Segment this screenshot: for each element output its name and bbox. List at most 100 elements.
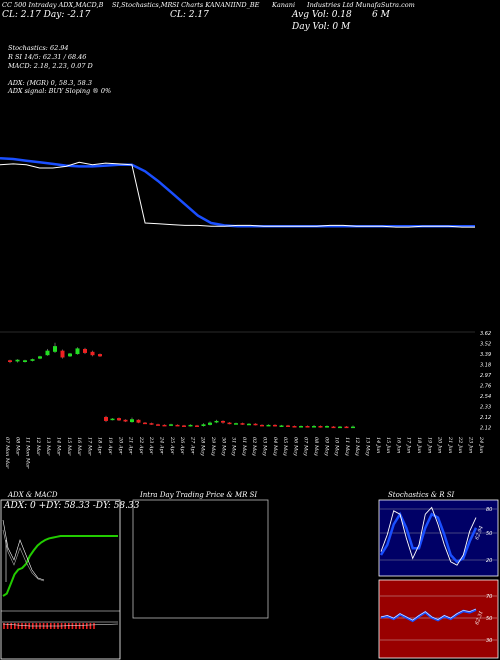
- x-axis-label: 21 Jun: [447, 436, 453, 453]
- stoch-level-label: 20: [486, 558, 492, 564]
- rsi-level-label: 30: [486, 638, 492, 644]
- x-axis-label: 11 Mon Mar: [25, 437, 31, 469]
- top-candle: [90, 351, 95, 356]
- top-candle: [60, 350, 65, 358]
- x-axis-label: 15 Mar: [66, 437, 72, 456]
- moving-average-line: [0, 156, 475, 228]
- top-candle: [30, 359, 35, 361]
- x-axis-label: 10 May: [334, 437, 340, 456]
- x-axis-label: 25 Apr: [169, 436, 175, 455]
- y-tick-label: 2.54: [480, 394, 491, 400]
- stoch-panel-title: Stochastics & R SI: [388, 491, 455, 499]
- bottom-candle: [188, 424, 193, 427]
- top-candle: [8, 360, 12, 362]
- bottom-candle: [110, 418, 115, 421]
- macd-value: MACD: 2.18, 2.23, 0.07 D: [8, 62, 93, 70]
- x-axis-label: 27 Apr: [189, 436, 195, 455]
- bottom-candle: [273, 424, 277, 427]
- price-line: [0, 161, 475, 228]
- rsi-value: R SI 14/5: 62.31 / 68.46: [8, 53, 87, 61]
- bottom-candle: [201, 424, 206, 427]
- x-axis-label: 14 Mar: [56, 437, 62, 456]
- x-axis-label: 29 May: [210, 436, 216, 456]
- stoch-k-line: [380, 506, 477, 566]
- x-axis-label: 08 Mar: [14, 437, 20, 456]
- header-cl: CL: 2.17 Day: -2.17: [2, 10, 91, 20]
- x-axis-label: 07 May: [303, 437, 309, 456]
- x-axis-label: 05 May: [282, 437, 288, 456]
- bottom-candle: [227, 422, 232, 425]
- header-line-1: CC 500 Intraday ADX,MACD,B SI,Stochastic…: [2, 1, 415, 9]
- bottom-candle: [325, 426, 329, 428]
- x-axis-label: 17 Mar: [86, 437, 92, 456]
- x-axis-label: 16 Mar: [76, 437, 82, 456]
- x-axis-label: 21 Apr: [128, 436, 134, 455]
- x-axis-label: 01 May: [241, 437, 247, 456]
- x-axis-label: 04 May: [272, 437, 278, 456]
- bottom-candle: [136, 419, 141, 423]
- minus-di-line: [2, 529, 45, 582]
- bottom-candle: [130, 419, 134, 423]
- top-candle: [53, 346, 57, 352]
- x-axis-label: 03 May: [262, 437, 268, 456]
- bottom-candle: [182, 425, 186, 427]
- bottom-candle: [299, 426, 303, 428]
- header-avg-vol: Avg Vol: 0.18: [292, 10, 352, 20]
- top-candle: [45, 350, 50, 356]
- bottom-candle: [143, 422, 147, 425]
- bottom-candle: [156, 424, 160, 426]
- bottom-candle: [247, 423, 251, 426]
- stoch-value-label: 62.94: [474, 525, 485, 541]
- bottom-candle: [279, 425, 284, 427]
- y-tick-label: 3.39: [480, 352, 491, 358]
- stoch-level-label: 80: [486, 507, 492, 513]
- y-tick-label: 2.97: [480, 373, 492, 379]
- bottom-candle: [208, 422, 212, 425]
- x-axis-label: 23 Jun: [468, 436, 474, 453]
- header-day-vol: Day Vol: 0 M: [292, 22, 351, 32]
- x-axis-label: 18 Jun: [416, 437, 422, 453]
- bottom-candle: [214, 420, 219, 423]
- bottom-candle: [351, 426, 355, 429]
- bottom-candle: [344, 426, 349, 429]
- top-candle: [68, 353, 72, 357]
- top-candle: [98, 354, 102, 357]
- bottom-candle: [266, 424, 271, 427]
- bottom-candle: [305, 426, 310, 428]
- header-size: 6 M: [372, 10, 390, 20]
- y-tick-label: 2.33: [480, 405, 491, 411]
- bottom-candle: [221, 420, 225, 423]
- bottom-candle: [195, 425, 199, 427]
- rsi-level-label: 50: [486, 616, 492, 622]
- adx-signal: ADX signal: BUY Sloping ® 0%: [8, 87, 112, 95]
- x-axis-label: 26 Apr: [179, 436, 185, 455]
- bottom-candle: [234, 423, 238, 425]
- x-axis-label: 28 May: [200, 436, 206, 456]
- bottom-candle: [318, 426, 323, 428]
- adx-value: ADX: (MGR) 0, 58.3, 58.3: [8, 79, 93, 87]
- adx-green-line: [2, 535, 118, 597]
- x-axis-label: 23 Apr: [148, 436, 154, 455]
- top-candle: [23, 360, 27, 362]
- x-axis-label: 15 Jun: [385, 437, 391, 453]
- x-axis-label: 19 Jun: [426, 437, 432, 453]
- bottom-candle: [149, 423, 154, 425]
- plus-di-line: [2, 519, 45, 581]
- y-tick-label: 3.52: [480, 342, 491, 348]
- bottom-candle: [286, 425, 290, 427]
- adx-panel-title: ADX & MACD: [8, 491, 58, 499]
- macd-line: [2, 623, 119, 627]
- x-axis-label: 08 May: [313, 437, 319, 456]
- x-axis-label: 31 May: [231, 437, 237, 456]
- bottom-candle: [331, 426, 336, 429]
- intraday-panel-frame: [132, 499, 269, 619]
- x-axis-label: 19 Apr: [107, 437, 113, 455]
- stoch-level-label: 50: [486, 531, 492, 537]
- bottom-candle: [117, 418, 121, 421]
- top-candle: [75, 348, 80, 355]
- rsi-value-label: 62.31: [474, 610, 485, 626]
- x-axis-label: 24 Apr: [159, 436, 165, 455]
- x-axis-label: 13 Mar: [45, 437, 51, 456]
- bottom-candle: [312, 426, 316, 428]
- y-tick-label: 3.62: [480, 331, 491, 337]
